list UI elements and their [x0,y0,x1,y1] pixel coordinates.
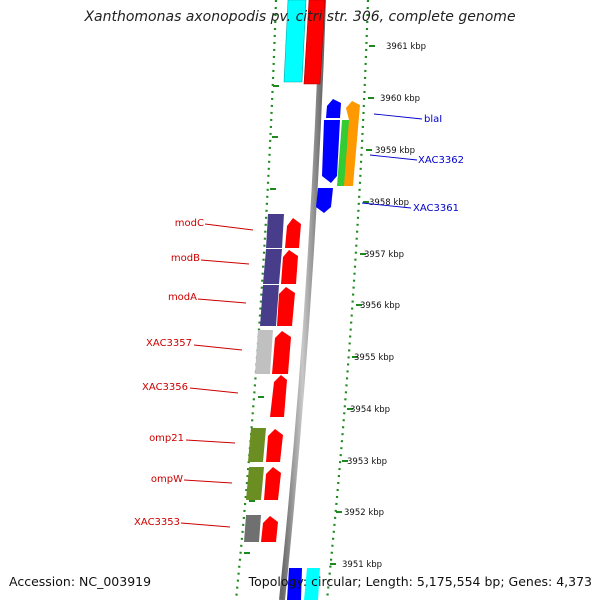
feature-olive [248,428,266,462]
gene-label: modC [175,218,204,229]
feature-red [266,429,283,462]
gene-label: XAC3356 [142,382,188,393]
tick-label: 3956 kbp [360,301,400,311]
feature-gray [244,515,261,542]
gene-label: XAC3361 [413,203,459,214]
tick-label: 3960 kbp [380,94,420,104]
right-gene-labels: blaI XAC3362 XAC3361 [413,114,464,214]
gene-label: modA [168,292,197,303]
top-features [283,0,326,85]
feature-blue [326,99,341,118]
feature-blue [322,120,340,183]
feature-olive [246,467,264,500]
feature-red-top [303,0,326,85]
feature-red [261,516,278,542]
feature-cyan-top [283,0,307,83]
gene-label: modB [171,253,200,264]
tick-label: 3954 kbp [350,405,390,415]
feature-blue [316,188,333,213]
tick-labels: 3961 kbp 3960 kbp 3959 kbp 3958 kbp 3957… [342,42,426,570]
right-leader-lines [361,113,423,209]
map-title: Xanthomonas axonopodis pv. citri str. 30… [84,9,516,25]
inner-ruler-arc [234,0,278,600]
gene-label: XAC3357 [146,338,192,349]
left-leader-lines [180,223,254,528]
feature-orange [344,101,360,186]
feature-red [285,218,301,248]
outer-ruler-arc [325,0,370,600]
category-features [244,214,284,542]
tick-marks [330,45,375,565]
feature-silver [255,330,273,374]
reverse-features [316,99,360,213]
tick-label: 3957 kbp [364,250,404,260]
bottom-features [287,568,320,600]
feature-red [281,250,298,284]
forward-features [261,218,301,542]
gene-label: ompW [151,474,183,485]
feature-red [264,467,281,500]
gene-label: blaI [424,114,442,125]
gene-label: XAC3362 [418,155,464,166]
feature-red [277,287,295,326]
genome-summary: Topology: circular; Length: 5,175,554 bp… [248,574,592,589]
tick-label: 3959 kbp [375,146,415,156]
tick-label: 3961 kbp [386,42,426,52]
feature-purple [266,214,284,248]
feature-red [272,331,291,374]
accession-label: Accession: NC_003919 [9,574,152,589]
feature-red [270,375,287,417]
feature-blue-bottom [287,568,302,600]
gene-label: omp21 [149,433,184,444]
tick-label: 3953 kbp [347,457,387,467]
feature-purple [260,285,279,326]
tick-label: 3951 kbp [342,560,382,570]
tick-label: 3955 kbp [354,353,394,363]
tick-label: 3958 kbp [369,198,409,208]
left-gene-labels: modC modB modA XAC3357 XAC3356 omp21 omp… [134,218,204,528]
feature-cyan-bottom [304,568,320,600]
gene-label: XAC3353 [134,517,180,528]
tick-label: 3952 kbp [344,508,384,518]
feature-purple [263,249,282,284]
